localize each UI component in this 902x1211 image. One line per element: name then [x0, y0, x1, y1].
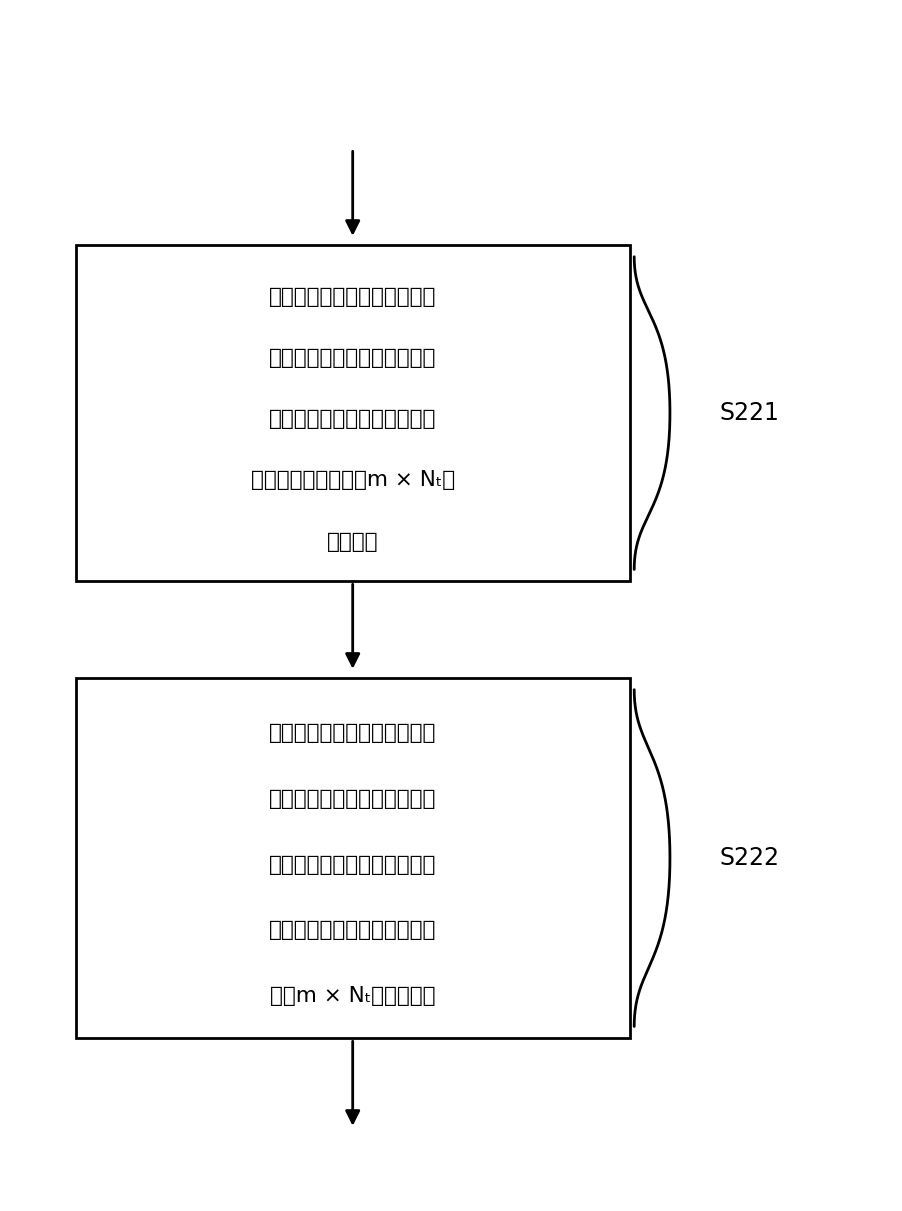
Text: 根据所述等效矩阵、所述下行: 根据所述等效矩阵、所述下行	[269, 723, 437, 744]
Text: 似等效矩阵，所述近似等效矩: 似等效矩阵，所述近似等效矩	[269, 920, 437, 940]
Text: 下行信道传输矩阵的一个等效: 下行信道传输矩阵的一个等效	[269, 409, 437, 429]
Text: S222: S222	[719, 846, 779, 869]
Text: S221: S221	[719, 401, 779, 425]
Text: 和所述预定码书来确定所述近: 和所述预定码书来确定所述近	[269, 855, 437, 874]
Text: 根据所述下行信道传输矩阵和: 根据所述下行信道传输矩阵和	[269, 287, 437, 306]
Text: 数据流数、所述空间相关矩阵: 数据流数、所述空间相关矩阵	[269, 790, 437, 809]
Text: 矩阵，该等效矩阵为m × Nₜ的: 矩阵，该等效矩阵为m × Nₜ的	[251, 470, 455, 490]
Text: 阵为m × Nₜ的二维矩阵: 阵为m × Nₜ的二维矩阵	[270, 986, 436, 1006]
FancyBboxPatch shape	[76, 245, 630, 581]
FancyBboxPatch shape	[76, 678, 630, 1039]
Text: 二维矩阵: 二维矩阵	[327, 532, 379, 552]
Text: 所述下行数据流数来确定所述: 所述下行数据流数来确定所述	[269, 348, 437, 368]
